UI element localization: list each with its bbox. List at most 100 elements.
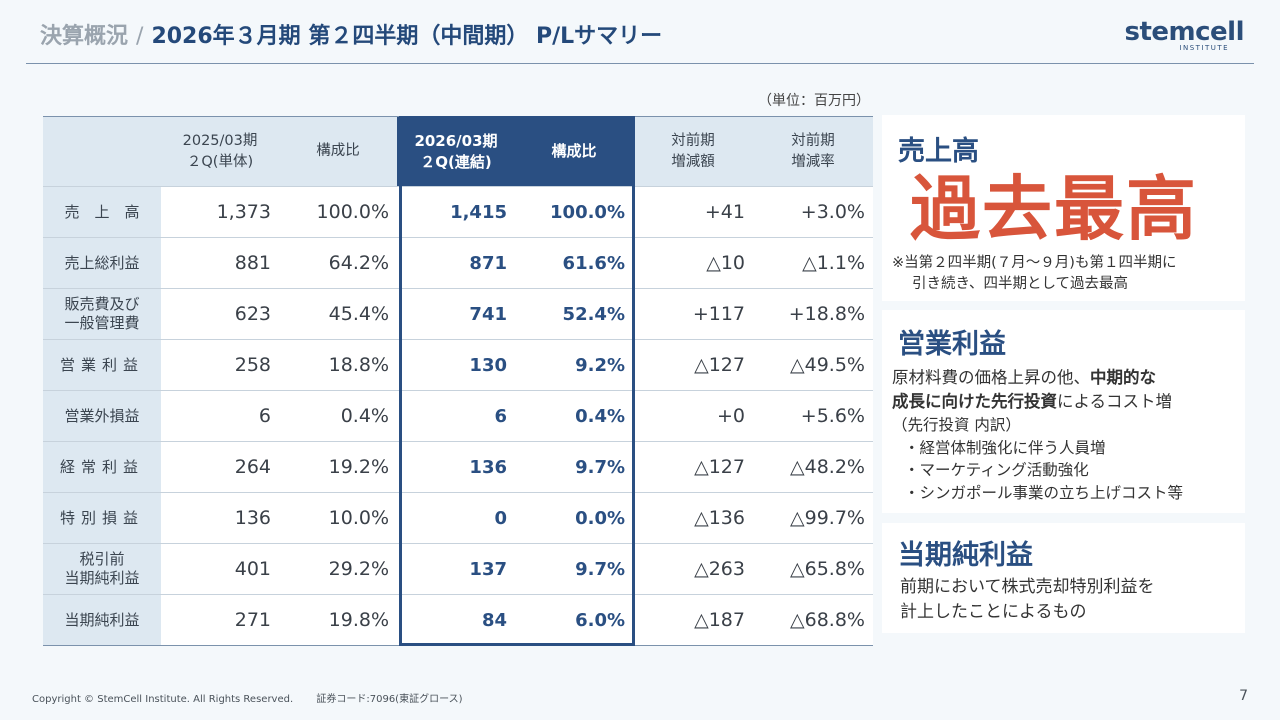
table-cell: 0.4% [515, 390, 633, 442]
table-cell: +18.8% [753, 288, 873, 340]
net-line2: 計上したことによるもの [900, 602, 1087, 622]
table-row: 営業外損益 6 0.4% 6 0.4% +0 +5.6% [43, 390, 873, 442]
table-row: 当期純利益 271 19.8% 84 6.0% △187 △68.8% [43, 594, 873, 646]
table-row: 販売費及び 一般管理費 623 45.4% 741 52.4% +117 +18.8% [43, 288, 873, 340]
table-cell: △127 [633, 441, 753, 493]
row-label-text: 販売費及び [64, 295, 140, 313]
table-cell: 130 [397, 339, 515, 391]
net-card-body: 前期において株式売却特別利益を 計上したことによるもの [900, 575, 1155, 625]
sales-note-line1: ※当第２四半期(７月～９月)も第１四半期に [892, 255, 1177, 271]
column-header: 2025/03期 ２Q(単体) [161, 116, 279, 187]
column-header-text: 構成比 [551, 142, 597, 160]
table-cell: 136 [161, 492, 279, 544]
table-cell: +117 [633, 288, 753, 340]
operating-text-b: 中期的な [1090, 368, 1156, 387]
footer: Copyright © StemCell Institute. All Righ… [32, 690, 462, 705]
table-cell: 61.6% [515, 237, 633, 289]
sales-card: 売上高 過去最高 ※当第２四半期(７月～９月)も第１四半期に 引き続き、四半期と… [882, 115, 1245, 301]
operating-bullet: ・シンガポール事業の立ち上げコスト等 [904, 483, 1184, 502]
logo-sub: INSTITUTE [1179, 44, 1230, 52]
table-cell: 6 [161, 390, 279, 442]
sales-note-line2: 引き続き、四半期として過去最高 [912, 276, 1129, 292]
column-header-text: 対前期 [791, 132, 835, 149]
sales-card-title: 売上高 [898, 136, 979, 167]
column-header-text: 対前期 [671, 132, 715, 149]
table-cell: △99.7% [753, 492, 873, 544]
table-cell: △187 [633, 594, 753, 646]
row-label: 販売費及び 一般管理費 [43, 288, 161, 340]
row-label-text: 営業外損益 [64, 406, 140, 425]
operating-bullet: ・マーケティング活動強化 [904, 461, 1089, 479]
table-cell: 741 [397, 288, 515, 340]
table-cell: +5.6% [753, 390, 873, 442]
net-income-card: 当期純利益 前期において株式売却特別利益を 計上したことによるもの [882, 523, 1245, 633]
column-header-text: 増減額 [671, 153, 715, 170]
row-label: 税引前 当期純利益 [43, 543, 161, 595]
table-cell: △127 [633, 339, 753, 391]
table-cell: 19.8% [279, 594, 397, 646]
table-row: 売上総利益 881 64.2% 871 61.6% △10 △1.1% [43, 237, 873, 289]
operating-card-body: 原材料費の価格上昇の他、中期的な 成長に向けた先行投資によるコスト増 （先行投資… [892, 366, 1183, 504]
company-logo: stemcell INSTITUTE [1125, 18, 1245, 52]
row-label-text: 一般管理費 [64, 314, 140, 332]
row-label: 営業外損益 [43, 390, 161, 442]
breadcrumb-separator: / [136, 24, 144, 49]
table-cell: 45.4% [279, 288, 397, 340]
table-cell: 84 [397, 594, 515, 646]
table-cell: △10 [633, 237, 753, 289]
operating-card-title: 営業利益 [898, 329, 1006, 360]
column-header: 対前期 増減額 [633, 116, 753, 187]
table-row: 営業利益 258 18.8% 130 9.2% △127 △49.5% [43, 339, 873, 391]
column-header-text: ２Q(単体) [186, 153, 254, 170]
table-cell: 100.0% [279, 186, 397, 238]
table-cell: 29.2% [279, 543, 397, 595]
column-header: 2026/03期 ２Q(連結) [397, 116, 515, 187]
logo-name: stemcell [1124, 17, 1245, 47]
stock-code: 証券コード:7096(東証グロース) [316, 694, 463, 705]
table-cell: 100.0% [515, 186, 633, 238]
table-cell: 0.0% [515, 492, 633, 544]
table-cell: △1.1% [753, 237, 873, 289]
table-row: 経常利益 264 19.2% 136 9.7% △127 △48.2% [43, 441, 873, 493]
column-header: 対前期 増減率 [753, 116, 873, 187]
table-cell: 64.2% [279, 237, 397, 289]
table-cell: 136 [397, 441, 515, 493]
table-cell: 9.7% [515, 543, 633, 595]
sales-note: ※当第２四半期(７月～９月)も第１四半期に 引き続き、四半期として過去最高 [892, 253, 1176, 295]
row-label: 売 上 高 [43, 186, 161, 238]
page-title: 2026年３月期 第２四半期（中間期） P/Lサマリー [151, 24, 663, 49]
page-number: 7 [1239, 688, 1248, 704]
table-cell: 6 [397, 390, 515, 442]
table-cell: 401 [161, 543, 279, 595]
table-cell: 1,415 [397, 186, 515, 238]
table-row: 特別損益 136 10.0% 0 0.0% △136 △99.7% [43, 492, 873, 544]
table-cell: +3.0% [753, 186, 873, 238]
table-cell: 9.2% [515, 339, 633, 391]
net-line1: 前期において株式売却特別利益を [900, 577, 1155, 597]
operating-text-c: 成長に向けた先行投資 [892, 392, 1057, 411]
row-label-text: 当期純利益 [64, 569, 140, 587]
row-label: 特別損益 [43, 492, 161, 544]
row-label: 営業利益 [43, 339, 161, 391]
row-label: 経常利益 [43, 441, 161, 493]
table-cell: 258 [161, 339, 279, 391]
table-cell: 0.4% [279, 390, 397, 442]
table-cell: 18.8% [279, 339, 397, 391]
sales-highlight: 過去最高 [910, 168, 1198, 250]
column-header-text: 増減率 [791, 153, 835, 170]
row-label-text: 売上総利益 [64, 253, 140, 272]
table-cell: 6.0% [515, 594, 633, 646]
column-header: 構成比 [515, 116, 633, 187]
table-cell: 19.2% [279, 441, 397, 493]
table-row: 税引前 当期純利益 401 29.2% 137 9.7% △263 △65.8% [43, 543, 873, 595]
table-cell: +0 [633, 390, 753, 442]
table-cell: 264 [161, 441, 279, 493]
table-cell: 0 [397, 492, 515, 544]
unit-label: （単位：百万円） [758, 93, 870, 109]
table-cell: △263 [633, 543, 753, 595]
header-divider [26, 63, 1254, 64]
column-header-text: 2025/03期 [182, 132, 258, 149]
operating-profit-card: 営業利益 原材料費の価格上昇の他、中期的な 成長に向けた先行投資によるコスト増 … [882, 310, 1245, 513]
row-label-text: 税引前 [79, 550, 125, 568]
breadcrumb: 決算概況 [40, 24, 129, 49]
